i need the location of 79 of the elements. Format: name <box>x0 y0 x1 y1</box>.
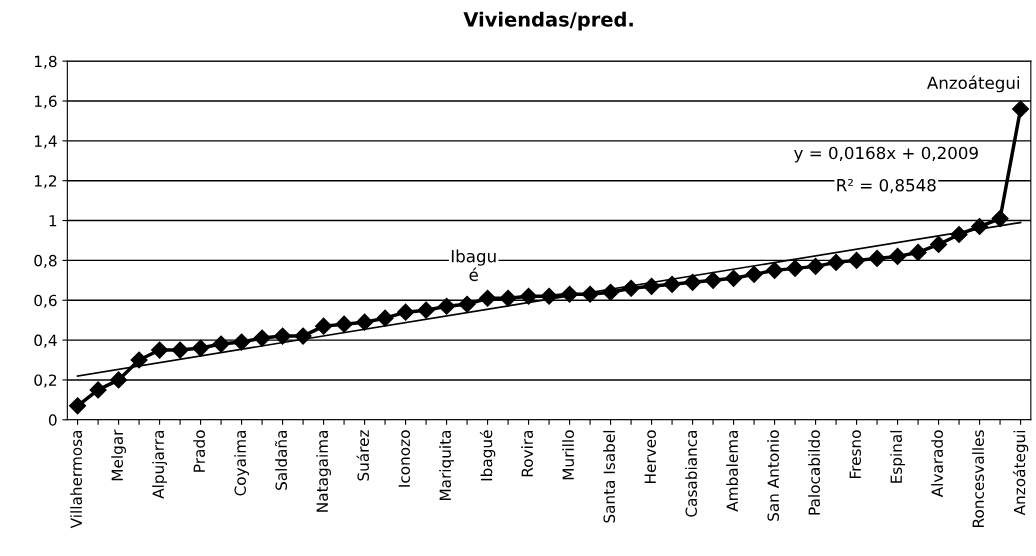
y-tick-label: 0,6 <box>34 294 57 308</box>
point <box>827 253 845 271</box>
point <box>376 309 394 327</box>
x-tick-label: Espinal <box>890 430 905 483</box>
point <box>417 301 435 319</box>
x-tick-label: San Antonio <box>767 430 780 521</box>
x-tick-label: Iconozo <box>398 430 411 487</box>
point <box>192 339 210 357</box>
x-tick-label: Fresno <box>849 430 862 479</box>
point <box>909 243 927 261</box>
x-tick-label: Melgar <box>111 429 126 481</box>
point <box>663 275 681 293</box>
x-tick-label: Saldaña <box>274 430 288 490</box>
point <box>807 257 825 275</box>
point <box>458 295 476 313</box>
point <box>397 303 415 321</box>
point <box>561 285 579 303</box>
x-tick-label: Murillo <box>562 430 575 480</box>
point <box>520 287 538 305</box>
point <box>151 341 169 359</box>
x-tick-label: Ibagué <box>479 430 496 481</box>
x-tick-label: Coyaima <box>234 430 249 496</box>
point <box>69 397 87 415</box>
x-tick-label: Ambalema <box>726 430 739 512</box>
x-tick-label: Roncesvalles <box>972 430 984 527</box>
point <box>991 210 1009 228</box>
point <box>540 287 558 305</box>
point <box>171 341 189 359</box>
y-tick-label: 0,4 <box>34 334 57 348</box>
point <box>479 289 497 307</box>
y-tick-label: 1,8 <box>35 55 57 69</box>
point <box>868 249 886 267</box>
annotation: Anzoátegui <box>927 75 1020 93</box>
x-tick-label: Mariquita <box>439 430 454 501</box>
point <box>1012 100 1030 118</box>
x-tick-label: Herveo <box>644 430 657 483</box>
annotation: y = 0,0168x + 0,2009 <box>794 146 978 163</box>
chart-title: Viviendas/pred. <box>463 11 633 31</box>
annotation: Ibagu é <box>451 249 496 282</box>
point <box>704 271 722 289</box>
y-tick-label: 1 <box>49 215 57 227</box>
point <box>253 329 271 347</box>
point <box>233 333 251 351</box>
point <box>725 269 743 287</box>
point <box>89 381 107 399</box>
x-tick-label: Santa Isabel <box>603 430 616 523</box>
y-tick-label: 1,4 <box>35 135 57 149</box>
x-tick-label: Alpujarra <box>152 430 167 499</box>
x-tick-label: Casabianca <box>685 430 698 517</box>
point <box>438 297 456 315</box>
point <box>889 247 907 265</box>
point <box>684 273 702 291</box>
point <box>499 289 517 307</box>
point <box>110 371 128 389</box>
point <box>315 317 333 335</box>
annotation: R² = 0,8548 <box>837 178 936 194</box>
y-tick-label: 1,6 <box>35 95 57 109</box>
point <box>930 235 948 254</box>
x-tick-label: Palocabildo <box>808 430 821 515</box>
point <box>274 327 292 345</box>
point <box>622 279 640 297</box>
x-tick-label: Natagaima <box>316 430 331 512</box>
x-tick-label: Villahermosa <box>70 430 83 529</box>
point <box>848 251 866 269</box>
x-tick-label: Prado <box>193 430 206 472</box>
y-tick-label: 0 <box>48 414 57 426</box>
x-tick-label: Rovira <box>521 430 534 477</box>
x-tick-label: Suárez <box>356 430 370 481</box>
y-tick-label: 0,2 <box>34 374 57 388</box>
point <box>766 261 784 279</box>
x-tick-label: Anzoátegui <box>1012 430 1029 516</box>
point <box>745 265 763 283</box>
x-tick-label: Alvarado <box>931 430 943 498</box>
point <box>335 315 353 333</box>
y-tick-label: 0,8 <box>34 254 57 268</box>
point <box>786 259 804 277</box>
point <box>212 335 230 353</box>
point <box>356 313 374 331</box>
y-tick-label: 1,2 <box>35 175 57 189</box>
